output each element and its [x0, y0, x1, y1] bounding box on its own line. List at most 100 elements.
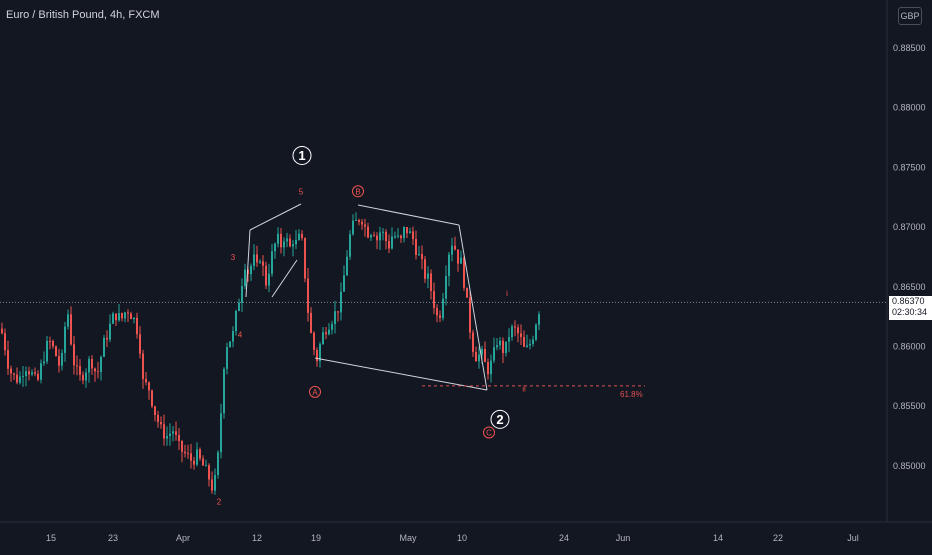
trend-line	[245, 229, 251, 298]
candle-body	[217, 452, 219, 475]
candle-body	[382, 231, 384, 233]
candle-body	[352, 220, 354, 235]
candle-body	[391, 236, 393, 249]
wave-label-circle	[483, 426, 495, 439]
x-tick-label: 12	[252, 533, 262, 543]
candle-body	[286, 238, 288, 242]
candle-body	[433, 291, 435, 308]
candle-body	[328, 329, 330, 335]
candle-body	[148, 382, 150, 391]
candle-body	[256, 254, 258, 263]
currency-badge[interactable]: GBP	[898, 7, 922, 25]
candle-body	[25, 371, 27, 377]
candle-body	[85, 372, 87, 381]
candle-body	[229, 341, 231, 348]
candle-body	[490, 360, 492, 375]
candle-body	[196, 449, 198, 465]
trend-line	[357, 204, 460, 226]
candle-body	[46, 340, 48, 362]
candle-body	[358, 220, 360, 222]
candle-body	[238, 302, 240, 311]
candle-body	[331, 324, 333, 330]
y-tick-label: 0.86500	[893, 282, 926, 292]
symbol-title[interactable]: Euro / British Pound, 4h, FXCM	[6, 9, 160, 21]
candle-body	[283, 241, 285, 248]
wave-label-circle	[352, 185, 364, 198]
candle-body	[361, 221, 363, 225]
candle-body	[397, 235, 399, 237]
candle-body	[178, 434, 180, 441]
candle-body	[415, 239, 417, 255]
candle-body	[442, 298, 444, 319]
candle-body	[409, 231, 411, 234]
candle-body	[502, 340, 504, 354]
candle-body	[151, 390, 153, 407]
candle-body	[367, 226, 369, 238]
y-tick-label: 0.88500	[893, 43, 926, 53]
x-tick-label: 10	[457, 533, 467, 543]
candle-body	[76, 365, 78, 367]
candle-body	[379, 232, 381, 241]
candle-body	[82, 374, 84, 381]
candle-body	[121, 313, 123, 319]
wave-label: B	[355, 187, 360, 196]
candle-body	[103, 337, 105, 357]
candle-body	[394, 236, 396, 238]
wave-label: i	[506, 289, 508, 298]
candle-body	[163, 424, 165, 439]
candle-body	[169, 433, 171, 437]
candle-body	[10, 368, 12, 374]
candle-body	[61, 352, 63, 366]
candle-body	[175, 431, 177, 435]
candle-body	[388, 241, 390, 249]
candle-body	[292, 244, 294, 247]
candle-body	[364, 224, 366, 227]
y-tick-label: 0.86000	[893, 342, 926, 352]
candle-body	[250, 266, 252, 275]
candle-body	[13, 373, 15, 375]
x-tick-label: 22	[773, 533, 783, 543]
candle-body	[340, 291, 342, 313]
candle-body	[436, 307, 438, 316]
trend-line	[271, 259, 298, 298]
x-tick-label: 14	[713, 533, 723, 543]
candle-body	[73, 344, 75, 366]
candle-body	[304, 237, 306, 279]
candle-body	[316, 350, 318, 362]
candle-body	[400, 235, 402, 239]
y-tick-label: 0.85000	[893, 461, 926, 471]
candle-body	[343, 275, 345, 292]
candle-body	[529, 343, 531, 346]
candle-body	[505, 341, 507, 354]
candle-body	[226, 347, 228, 369]
candle-body	[427, 273, 429, 279]
candle-body	[451, 245, 453, 255]
candle-body	[493, 347, 495, 361]
candle-body	[172, 431, 174, 434]
x-tick-label: 15	[46, 533, 56, 543]
x-tick-label: 24	[559, 533, 569, 543]
candle-body	[124, 312, 126, 319]
candle-body	[403, 226, 405, 239]
candle-body	[88, 359, 90, 373]
candle-body	[280, 233, 282, 248]
candle-body	[469, 297, 471, 333]
candle-body	[4, 333, 6, 351]
candle-body	[475, 351, 477, 362]
candle-body	[49, 340, 51, 342]
candle-body	[34, 372, 36, 374]
candle-body	[232, 331, 234, 342]
candle-body	[109, 323, 111, 340]
candle-body	[298, 233, 300, 240]
candle-body	[445, 276, 447, 299]
candle-body	[265, 265, 267, 286]
candle-body	[424, 259, 426, 279]
candle-body	[421, 254, 423, 260]
candle-body	[100, 356, 102, 373]
wave-label: ii	[522, 384, 526, 393]
candle-body	[322, 332, 324, 345]
candle-body	[112, 313, 114, 324]
candle-body	[64, 326, 66, 353]
